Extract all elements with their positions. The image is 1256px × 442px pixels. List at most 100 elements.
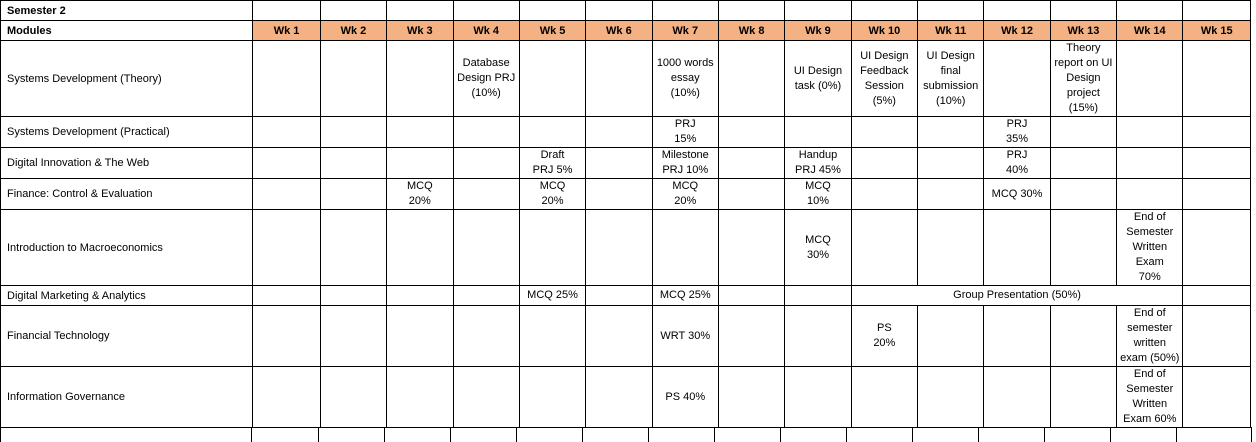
empty-cell[interactable] xyxy=(717,147,786,179)
empty-cell[interactable] xyxy=(452,285,520,306)
grid-cell[interactable] xyxy=(252,0,321,21)
week-header-4[interactable]: Wk 4 xyxy=(452,20,520,41)
assessment-cell[interactable]: WRT 30% xyxy=(651,305,719,367)
assessment-cell[interactable]: PRJ 40% xyxy=(983,147,1051,179)
week-header-15[interactable]: Wk 15 xyxy=(1182,20,1251,41)
grid-cell[interactable] xyxy=(983,0,1051,21)
grid-cell[interactable] xyxy=(917,0,985,21)
empty-cell[interactable] xyxy=(784,305,852,367)
empty-cell[interactable] xyxy=(585,285,653,306)
week-header-1[interactable]: Wk 1 xyxy=(252,20,321,41)
module-name[interactable]: Digital Marketing & Analytics xyxy=(0,285,254,306)
empty-cell[interactable] xyxy=(585,305,653,367)
empty-cell[interactable] xyxy=(1182,147,1251,179)
empty-cell[interactable] xyxy=(252,147,321,179)
empty-cell[interactable] xyxy=(917,305,985,367)
empty-cell[interactable] xyxy=(717,40,786,117)
empty-cell[interactable] xyxy=(983,40,1051,117)
week-header-7[interactable]: Wk 7 xyxy=(651,20,719,41)
grid-cell[interactable] xyxy=(1116,0,1184,21)
empty-cell[interactable] xyxy=(518,366,587,428)
module-name[interactable]: Financial Technology xyxy=(0,305,254,367)
empty-cell[interactable] xyxy=(1116,178,1184,210)
assessment-cell[interactable]: End of semester written exam (50%) xyxy=(1116,305,1184,367)
grid-cell[interactable] xyxy=(850,0,919,21)
assessment-cell[interactable]: PS 20% xyxy=(850,305,919,367)
week-header-9[interactable]: Wk 9 xyxy=(784,20,852,41)
empty-cell[interactable] xyxy=(386,366,454,428)
next-empty-row[interactable] xyxy=(0,427,1252,442)
empty-cell[interactable] xyxy=(1049,209,1118,286)
module-name[interactable]: Finance: Control & Evaluation xyxy=(0,178,254,210)
empty-cell[interactable] xyxy=(585,40,653,117)
assessment-cell[interactable]: MCQ 10% xyxy=(784,178,852,210)
empty-cell[interactable] xyxy=(386,305,454,367)
empty-cell[interactable] xyxy=(319,305,388,367)
empty-cell[interactable] xyxy=(585,178,653,210)
empty-cell[interactable] xyxy=(983,366,1051,428)
assessment-cell[interactable]: 1000 words essay (10%) xyxy=(651,40,719,117)
empty-cell[interactable] xyxy=(1049,178,1118,210)
empty-cell[interactable] xyxy=(319,285,388,306)
empty-cell[interactable] xyxy=(319,178,388,210)
empty-cell[interactable] xyxy=(917,209,985,286)
empty-cell[interactable] xyxy=(386,116,454,148)
empty-cell[interactable] xyxy=(1182,366,1251,428)
grid-cell[interactable] xyxy=(1049,0,1118,21)
module-name[interactable]: Systems Development (Practical) xyxy=(0,116,254,148)
empty-cell[interactable] xyxy=(1049,116,1118,148)
empty-cell[interactable] xyxy=(717,209,786,286)
empty-cell[interactable] xyxy=(717,178,786,210)
grid-cell[interactable] xyxy=(1182,0,1251,21)
empty-cell[interactable] xyxy=(850,366,919,428)
empty-cell[interactable] xyxy=(518,305,587,367)
empty-cell[interactable] xyxy=(1182,40,1251,117)
empty-cell[interactable] xyxy=(585,116,653,148)
empty-cell[interactable] xyxy=(983,209,1051,286)
empty-cell[interactable] xyxy=(386,147,454,179)
assessment-cell[interactable]: End of Semester Written Exam 70% xyxy=(1116,209,1184,286)
empty-cell[interactable] xyxy=(1049,305,1118,367)
grid-cell[interactable] xyxy=(717,0,786,21)
week-header-8[interactable]: Wk 8 xyxy=(717,20,786,41)
week-header-14[interactable]: Wk 14 xyxy=(1116,20,1184,41)
assessment-cell[interactable]: UI Design final submission (10%) xyxy=(917,40,985,117)
empty-cell[interactable] xyxy=(252,366,321,428)
assessment-cell[interactable]: MCQ 30% xyxy=(784,209,852,286)
empty-cell[interactable] xyxy=(850,147,919,179)
empty-cell[interactable] xyxy=(1049,366,1118,428)
week-header-5[interactable]: Wk 5 xyxy=(518,20,587,41)
empty-cell[interactable] xyxy=(518,40,587,117)
grid-cell[interactable] xyxy=(386,0,454,21)
empty-cell[interactable] xyxy=(717,366,786,428)
empty-cell[interactable] xyxy=(252,305,321,367)
empty-cell[interactable] xyxy=(850,116,919,148)
assessment-cell[interactable]: End of Semester Written Exam 60% xyxy=(1116,366,1184,428)
week-header-3[interactable]: Wk 3 xyxy=(386,20,454,41)
assessment-cell[interactable]: UI Design Feedback Session (5%) xyxy=(850,40,919,117)
assessment-cell[interactable]: UI Design task (0%) xyxy=(784,40,852,117)
empty-cell[interactable] xyxy=(917,147,985,179)
empty-cell[interactable] xyxy=(252,178,321,210)
assessment-cell[interactable]: MCQ 30% xyxy=(983,178,1051,210)
assessment-cell[interactable]: MCQ 20% xyxy=(518,178,587,210)
empty-cell[interactable] xyxy=(452,366,520,428)
assessment-cell[interactable]: MCQ 25% xyxy=(518,285,587,306)
grid-cell[interactable] xyxy=(651,0,719,21)
empty-cell[interactable] xyxy=(917,116,985,148)
empty-cell[interactable] xyxy=(452,147,520,179)
assessment-cell[interactable]: Draft PRJ 5% xyxy=(518,147,587,179)
empty-cell[interactable] xyxy=(850,178,919,210)
assessment-cell[interactable]: PS 40% xyxy=(651,366,719,428)
empty-cell[interactable] xyxy=(850,209,919,286)
empty-cell[interactable] xyxy=(585,209,653,286)
week-header-10[interactable]: Wk 10 xyxy=(850,20,919,41)
empty-cell[interactable] xyxy=(585,366,653,428)
empty-cell[interactable] xyxy=(386,285,454,306)
week-header-13[interactable]: Wk 13 xyxy=(1049,20,1118,41)
empty-cell[interactable] xyxy=(1049,147,1118,179)
grid-cell[interactable] xyxy=(518,0,587,21)
empty-cell[interactable] xyxy=(917,178,985,210)
empty-cell[interactable] xyxy=(252,116,321,148)
grid-cell[interactable] xyxy=(784,0,852,21)
